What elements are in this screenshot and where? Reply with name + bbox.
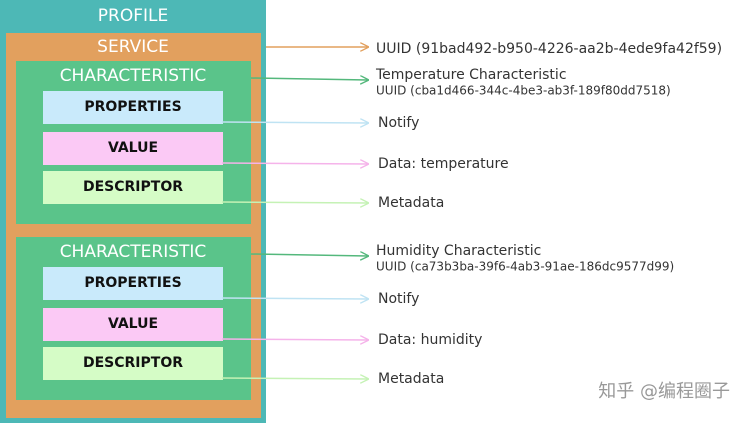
value-text: Data: humidity xyxy=(378,332,482,348)
profile-title: PROFILE xyxy=(98,6,168,26)
characteristic-title: CHARACTERISTIC xyxy=(60,66,207,86)
service-title: SERVICE xyxy=(97,37,169,57)
characteristic-title: CHARACTERISTIC xyxy=(60,242,207,262)
value-box xyxy=(43,132,223,165)
descriptor-label: DESCRIPTOR xyxy=(83,179,183,195)
value-label: VALUE xyxy=(108,316,158,332)
arrow xyxy=(250,254,368,256)
arrow xyxy=(221,122,368,123)
properties-label: PROPERTIES xyxy=(84,99,181,115)
descriptor-label: DESCRIPTOR xyxy=(83,355,183,371)
descriptor-box xyxy=(43,171,223,204)
descriptor-text: Metadata xyxy=(378,195,444,211)
service-uuid: UUID (91bad492-b950-4226-aa2b-4ede9fa42f… xyxy=(376,41,722,57)
arrow xyxy=(221,339,368,340)
characteristic-uuid: UUID (cba1d466-344c-4be3-ab3f-189f80dd75… xyxy=(376,84,671,98)
arrow xyxy=(221,202,368,203)
properties-text: Notify xyxy=(378,291,419,307)
value-label: VALUE xyxy=(108,140,158,156)
characteristic-uuid: UUID (ca73b3ba-39f6-4ab3-91ae-186dc9577d… xyxy=(376,260,674,274)
properties-text: Notify xyxy=(378,115,419,131)
properties-box xyxy=(43,267,223,300)
descriptor-text: Metadata xyxy=(378,371,444,387)
characteristic-name: Temperature Characteristic xyxy=(375,67,567,83)
characteristic-name: Humidity Characteristic xyxy=(376,243,541,259)
value-box xyxy=(43,308,223,341)
arrow xyxy=(221,163,368,164)
descriptor-box xyxy=(43,347,223,380)
properties-label: PROPERTIES xyxy=(84,275,181,291)
arrow xyxy=(221,298,368,299)
watermark: 知乎 @编程圈子 xyxy=(598,381,730,402)
value-text: Data: temperature xyxy=(378,156,509,172)
arrow xyxy=(250,78,368,80)
arrow xyxy=(221,378,368,379)
properties-box xyxy=(43,91,223,124)
